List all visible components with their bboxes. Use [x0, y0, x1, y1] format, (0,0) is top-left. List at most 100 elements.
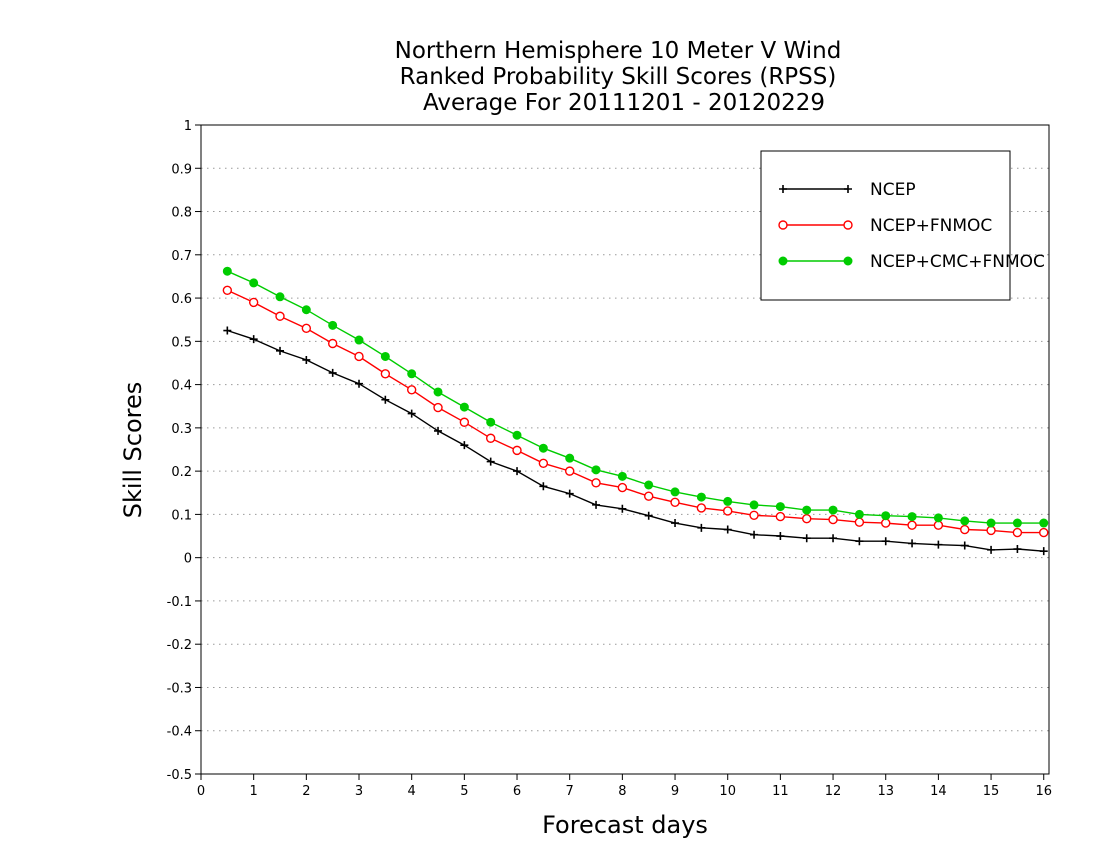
data-point [881, 511, 891, 521]
data-point [671, 519, 680, 528]
series-line [227, 270, 1044, 524]
y-axis: -0.5 -0.4 -0.3 -0.2 -0.1 0 0.1 0.2 0.3 0.4 0.5 0.6 0… [167, 119, 201, 783]
legend: NCEP NCEP+FNMOC NCEP+CMC+FNMOC [760, 150, 1045, 301]
data-point [433, 402, 443, 413]
x-tick-label: 1 [250, 784, 258, 799]
data-point [644, 480, 654, 490]
data-point [908, 539, 917, 548]
data-point [802, 514, 812, 524]
data-point [222, 266, 232, 276]
data-point [565, 489, 574, 498]
data-point [696, 492, 706, 502]
data-point [723, 506, 733, 516]
series-ncep [223, 326, 1048, 556]
data-point [539, 482, 548, 491]
legend-item: NCEP+CMC+FNMOC [778, 252, 1045, 272]
series-line [227, 329, 1044, 552]
y-tick-label: 0 [184, 552, 192, 567]
x-tick-label: 2 [302, 784, 310, 799]
y-tick-label: 0.4 [171, 379, 192, 394]
legend-item: NCEP [779, 180, 916, 200]
data-point [881, 537, 890, 546]
data-point [670, 487, 680, 497]
data-point [406, 385, 417, 395]
data-point [779, 185, 787, 193]
data-point [986, 525, 996, 536]
data-point [828, 505, 838, 515]
data-point [460, 441, 469, 450]
data-point [617, 471, 627, 481]
x-tick-label: 3 [355, 784, 363, 799]
title-line-1: Northern Hemisphere 10 Meter V Wind [395, 38, 842, 64]
y-tick-label: -0.4 [167, 725, 192, 740]
data-point [328, 368, 337, 377]
data-point [802, 505, 812, 515]
series-ncep-fnmoc [222, 285, 1049, 538]
x-tick-label: 10 [719, 784, 736, 799]
legend-label: NCEP [870, 180, 916, 200]
x-tick-label: 12 [825, 784, 842, 799]
data-point [301, 323, 312, 334]
data-point [933, 513, 943, 523]
data-point [354, 351, 364, 362]
data-point [844, 185, 852, 193]
series-layer [222, 266, 1049, 556]
series-line [227, 289, 1044, 534]
data-point [829, 534, 838, 543]
data-point [670, 497, 680, 507]
data-point [380, 369, 391, 379]
y-tick-label: 0.7 [171, 249, 192, 264]
data-point [512, 445, 522, 456]
data-point [854, 517, 865, 527]
data-point [407, 409, 416, 418]
data-point [275, 311, 285, 321]
y-tick-label: 1 [184, 119, 192, 134]
data-point [775, 502, 785, 512]
legend-label: NCEP+CMC+FNMOC [870, 252, 1045, 272]
data-point [696, 503, 707, 513]
y-tick-label: 0.5 [171, 335, 192, 350]
data-point [327, 338, 338, 349]
chart-title: Northern Hemisphere 10 Meter V Wind Rank… [395, 38, 842, 116]
data-point [986, 518, 996, 528]
data-point [934, 540, 943, 549]
y-tick-label: -0.3 [167, 681, 192, 696]
data-point [485, 433, 496, 443]
data-point [907, 512, 917, 522]
x-tick-label: 4 [408, 784, 416, 799]
y-axis-label: Skill Scores [119, 382, 147, 519]
data-point [328, 320, 338, 330]
data-point [564, 466, 575, 476]
plot-frame [200, 124, 1050, 775]
x-tick-label: 5 [460, 784, 468, 799]
data-point [249, 335, 258, 344]
legend-label: NCEP+FNMOC [870, 216, 992, 236]
data-point [854, 509, 864, 519]
data-point [223, 326, 232, 335]
data-point [697, 523, 706, 532]
data-point [843, 256, 853, 266]
data-point [434, 426, 443, 435]
data-point [907, 520, 917, 530]
data-point [843, 220, 853, 230]
data-point [512, 430, 522, 440]
data-point [1039, 527, 1049, 538]
data-point [723, 525, 732, 534]
data-point [513, 467, 522, 476]
x-tick-label: 11 [772, 784, 789, 799]
y-tick-label: 0.6 [171, 292, 192, 307]
x-tick-label: 15 [983, 784, 1000, 799]
data-point [248, 297, 259, 308]
data-point [565, 453, 575, 463]
data-point [749, 510, 759, 520]
title-line-2: Ranked Probability Skill Scores (RPSS) [400, 64, 837, 90]
data-point [881, 518, 891, 528]
data-point [249, 278, 259, 288]
x-tick-label: 9 [671, 784, 679, 799]
x-tick-label: 13 [877, 784, 894, 799]
x-tick-label: 8 [618, 784, 626, 799]
data-point [592, 500, 601, 509]
data-point [933, 520, 944, 530]
data-point [459, 417, 470, 427]
x-tick-label: 14 [930, 784, 947, 799]
